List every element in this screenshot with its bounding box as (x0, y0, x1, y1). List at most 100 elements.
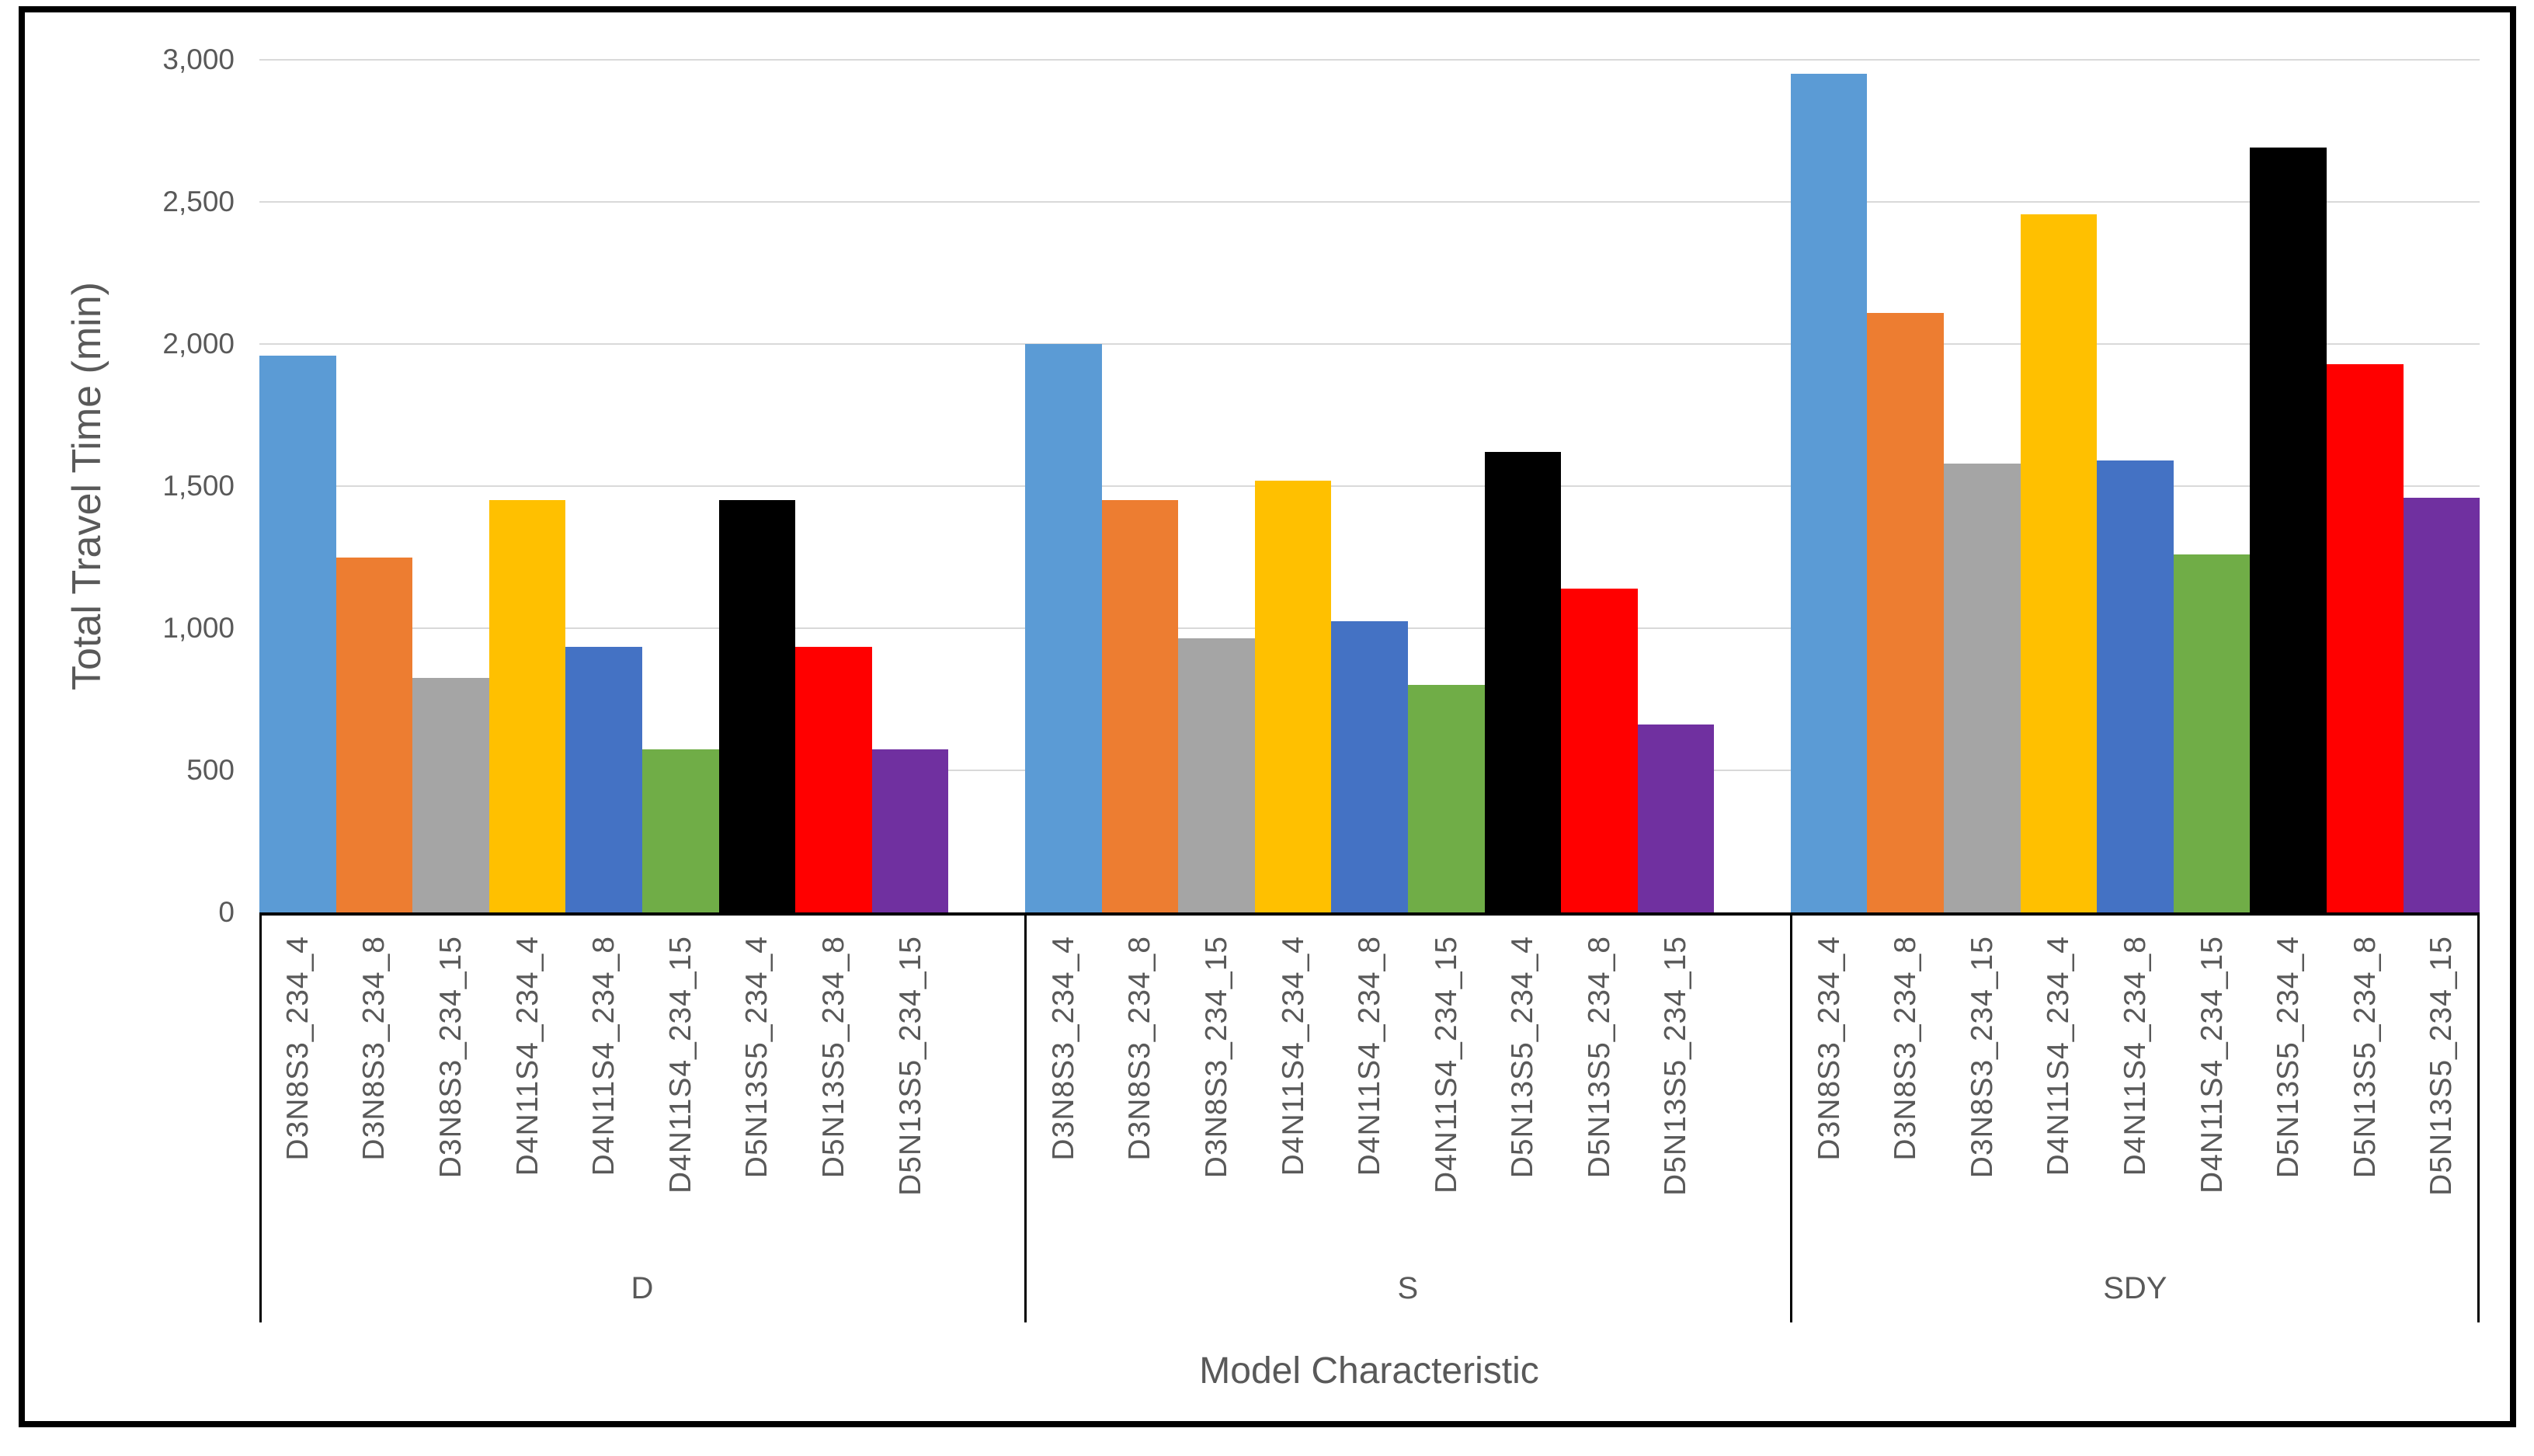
category-label: D4N11S4_234_4 (510, 936, 544, 1176)
category-label: D5N13S5_234_8 (816, 936, 850, 1179)
category-label: D3N8S3_234_15 (1965, 936, 1999, 1179)
bar-S-D5N13S5_234_4 (1484, 452, 1562, 912)
bar-D-D5N13S5_234_4 (718, 500, 796, 912)
y-tick-label: 2,500 (162, 186, 235, 217)
category-label: D5N13S5_234_8 (2348, 936, 2382, 1179)
bar-slot (718, 60, 796, 912)
bar-S-D5N13S5_234_15 (1637, 725, 1715, 912)
category-label: D5N13S5_234_4 (2272, 936, 2306, 1179)
category-label: D4N11S4_234_15 (1429, 936, 1463, 1194)
bar-slot-blank (1714, 60, 1791, 912)
bar-slot (1254, 60, 1332, 912)
gridline (259, 485, 2480, 487)
group-label-row: D S SDY (259, 1254, 2480, 1322)
bar-slot (795, 60, 872, 912)
bar-slot (2250, 60, 2327, 912)
bar-slot-blank (948, 60, 1025, 912)
bar-slot (1407, 60, 1485, 912)
bar-slot (1024, 60, 1102, 912)
bar-D-D3N8S3_234_8 (335, 557, 413, 912)
category-label: D3N8S3_234_8 (357, 936, 391, 1161)
bar-D-D3N8S3_234_15 (412, 678, 489, 912)
bar-slot (1637, 60, 1715, 912)
bar-slot (488, 60, 566, 912)
category-label: D5N13S5_234_8 (1582, 936, 1616, 1179)
category-label: D4N11S4_234_8 (587, 936, 621, 1176)
bar-slot (641, 60, 719, 912)
plot-bars (259, 60, 2480, 912)
category-label: D4N11S4_234_8 (1353, 936, 1387, 1176)
bar-slot (2327, 60, 2404, 912)
category-label: D5N13S5_234_15 (893, 936, 927, 1196)
bar-S-D3N8S3_234_8 (1101, 500, 1179, 912)
bar-D-D3N8S3_234_4 (259, 355, 336, 912)
y-tick-label: 2,000 (162, 328, 235, 360)
group-label-D: D (631, 1270, 654, 1305)
category-label: D3N8S3_234_4 (1046, 936, 1080, 1161)
category-label: D3N8S3_234_4 (280, 936, 315, 1161)
bar-slot (1331, 60, 1408, 912)
bar-slot (2403, 60, 2480, 912)
gridline (259, 343, 2480, 345)
bar-slot (412, 60, 489, 912)
bar-D-D5N13S5_234_15 (871, 749, 949, 912)
gridline (259, 59, 2480, 61)
category-label: D4N11S4_234_15 (2195, 936, 2229, 1194)
bar-S-D5N13S5_234_8 (1561, 588, 1638, 912)
y-tick-label: 500 (186, 754, 235, 786)
group-label-SDY: SDY (2103, 1270, 2167, 1305)
bar-slot (1944, 60, 2021, 912)
bar-slot (565, 60, 642, 912)
category-label: D5N13S5_234_15 (2425, 936, 2459, 1196)
category-label: D5N13S5_234_15 (1659, 936, 1693, 1196)
bar-slot (1178, 60, 1255, 912)
bar-S-D4N11S4_234_15 (1407, 685, 1485, 912)
category-label: D3N8S3_234_15 (433, 936, 468, 1179)
bar-slot (259, 60, 336, 912)
bar-SDY-D4N11S4_234_8 (2097, 460, 2174, 912)
category-label: D4N11S4_234_4 (2042, 936, 2076, 1176)
bar-SDY-D5N13S5_234_4 (2250, 148, 2327, 912)
bar-D-D4N11S4_234_8 (565, 646, 642, 912)
bar-D-D4N11S4_234_15 (641, 749, 719, 912)
y-tick-label: 1,000 (162, 612, 235, 644)
chart-outer-border (19, 6, 2516, 1427)
bar-slot (1790, 60, 1868, 912)
bar-slot (1561, 60, 1638, 912)
group-label-S: S (1397, 1270, 1419, 1305)
bar-SDY-D3N8S3_234_4 (1790, 74, 1868, 912)
category-label: D3N8S3_234_8 (1123, 936, 1157, 1161)
y-tick-label: 0 (218, 896, 235, 928)
category-label: D4N11S4_234_4 (1276, 936, 1310, 1176)
category-label: D4N11S4_234_15 (663, 936, 697, 1194)
y-tick-label: 3,000 (162, 43, 235, 75)
bar-slot (1484, 60, 1562, 912)
x-axis-title: Model Characteristic (1199, 1350, 1539, 1392)
bar-SDY-D4N11S4_234_4 (2020, 214, 2098, 912)
bar-S-D3N8S3_234_15 (1178, 638, 1255, 912)
bar-slot (1101, 60, 1179, 912)
y-tick-label: 1,500 (162, 470, 235, 502)
bar-SDY-D5N13S5_234_8 (2327, 363, 2404, 912)
category-label: D5N13S5_234_4 (740, 936, 774, 1179)
bar-slot (2097, 60, 2174, 912)
category-label: D4N11S4_234_8 (2119, 936, 2153, 1176)
category-label: D3N8S3_234_15 (1199, 936, 1233, 1179)
category-axis: D3N8S3_234_4 D3N8S3_234_8 D3N8S3_234_15 D4N… (259, 916, 2480, 1322)
bar-SDY-D3N8S3_234_8 (1867, 312, 1945, 912)
bar-slot (335, 60, 413, 912)
bar-D-D4N11S4_234_4 (488, 500, 566, 912)
category-label: D5N13S5_234_4 (1506, 936, 1540, 1179)
bar-S-D4N11S4_234_8 (1331, 620, 1408, 912)
gridline (259, 201, 2480, 203)
category-label: D3N8S3_234_8 (1889, 936, 1923, 1161)
category-group-divider (1789, 916, 1792, 1322)
bar-S-D3N8S3_234_4 (1024, 344, 1102, 912)
bar-slot (871, 60, 949, 912)
bar-D-D5N13S5_234_8 (795, 646, 872, 912)
bar-slot (1867, 60, 1945, 912)
plot-area (259, 59, 2480, 916)
category-label: D3N8S3_234_4 (1812, 936, 1846, 1161)
bar-slot (2020, 60, 2098, 912)
bar-slot (2173, 60, 2251, 912)
